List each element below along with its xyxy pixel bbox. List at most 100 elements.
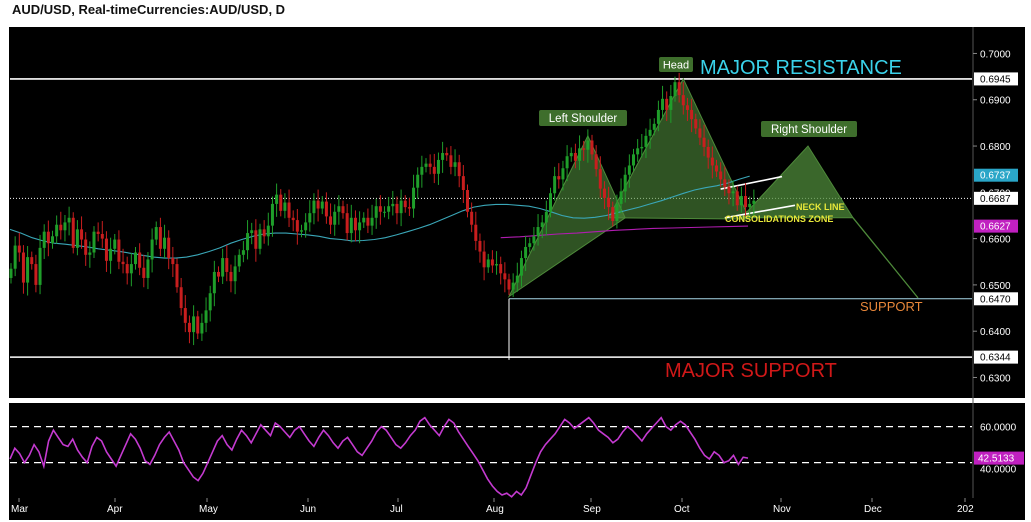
candle (295, 208, 299, 245)
levels-layer (10, 78, 972, 360)
candle (221, 248, 225, 284)
neckline (724, 204, 796, 219)
candle (698, 119, 702, 146)
candle (374, 198, 378, 229)
head-label: Head (659, 57, 693, 72)
candle (544, 200, 548, 236)
candle (640, 134, 644, 158)
candle (399, 189, 403, 227)
time-axis[interactable] (9, 498, 1025, 520)
candle (499, 256, 503, 285)
support-label: SUPPORT (860, 299, 923, 314)
candle (26, 246, 30, 296)
price-tick-label: 0.6500 (980, 281, 1011, 292)
candle (490, 250, 494, 273)
candle (702, 124, 706, 157)
price-marker (974, 350, 1018, 364)
candle (258, 223, 262, 255)
candle (366, 208, 370, 234)
price-marker-label: 0.6737 (980, 171, 1011, 182)
candle (291, 210, 295, 232)
candle (598, 156, 602, 198)
price-tick-label: 0.6800 (980, 142, 1011, 153)
rsi-layer: 40.0000 60.0000 42.5133 (9, 416, 1024, 498)
candle (536, 214, 540, 246)
candle (656, 100, 660, 132)
candle (96, 222, 100, 242)
candle (13, 236, 17, 277)
candle (432, 153, 436, 184)
time-tick-label: Oct (674, 504, 690, 515)
candle (461, 165, 465, 203)
neck-line-label: NECK LINE (796, 202, 845, 212)
candle (470, 202, 474, 233)
candle (553, 166, 557, 201)
candle (75, 220, 79, 256)
price-marker-label: 0.6627 (980, 222, 1011, 233)
candle (685, 97, 689, 122)
time-tick-label: 202 (957, 504, 974, 515)
price-marker (974, 168, 1018, 182)
candle (723, 166, 727, 197)
time-tick-label: Sep (583, 504, 601, 515)
price-axis[interactable] (973, 27, 1025, 398)
candle (51, 230, 54, 249)
candle (38, 234, 42, 295)
candle (706, 139, 710, 169)
rsi-value-marker (974, 451, 1024, 465)
candle (34, 254, 38, 293)
candle (179, 277, 183, 316)
candle (362, 212, 366, 228)
candle (349, 204, 353, 243)
candle (573, 143, 577, 169)
candle (92, 226, 96, 259)
candle (507, 273, 511, 296)
candle (590, 134, 594, 160)
candle (270, 196, 274, 237)
candle (515, 262, 519, 292)
time-tick-label: Apr (107, 504, 123, 515)
candle (183, 295, 187, 333)
price-marker-label: 0.6687 (980, 194, 1011, 205)
candle (196, 310, 200, 340)
time-tick-label: Jul (390, 504, 403, 515)
candle (441, 141, 445, 173)
candle (582, 140, 586, 161)
candle (511, 273, 515, 297)
price-tick-label: 0.6600 (980, 235, 1011, 246)
candle (748, 196, 752, 219)
candle (146, 252, 150, 290)
candle (602, 181, 606, 209)
candle (453, 149, 457, 177)
candle (752, 189, 756, 217)
candle (565, 145, 569, 182)
candle (142, 254, 146, 288)
time-tick-label: May (199, 504, 218, 515)
candle (739, 186, 743, 213)
candle (449, 146, 453, 175)
candle (167, 230, 171, 270)
candle (519, 250, 523, 287)
candle (549, 187, 552, 218)
rsi-axis[interactable] (973, 403, 1025, 498)
candle (225, 245, 229, 282)
time-axis-labels: Mar Apr May Jun Jul Aug Sep Oct Nov Dec 202 (11, 498, 974, 515)
candle (710, 146, 714, 179)
candle (424, 158, 428, 173)
candle (200, 313, 204, 341)
rsi-pane[interactable] (9, 403, 973, 498)
candle (661, 85, 665, 120)
candle (329, 203, 333, 234)
candle (677, 72, 681, 103)
consolidation-top-line (720, 175, 783, 190)
candle (715, 159, 718, 178)
candle (457, 154, 461, 188)
candle (627, 154, 631, 188)
time-tick-label: Nov (773, 504, 791, 515)
candle (524, 235, 528, 272)
candle (129, 252, 133, 287)
candle (254, 219, 258, 262)
candles-layer (9, 72, 756, 346)
candle (623, 167, 627, 203)
